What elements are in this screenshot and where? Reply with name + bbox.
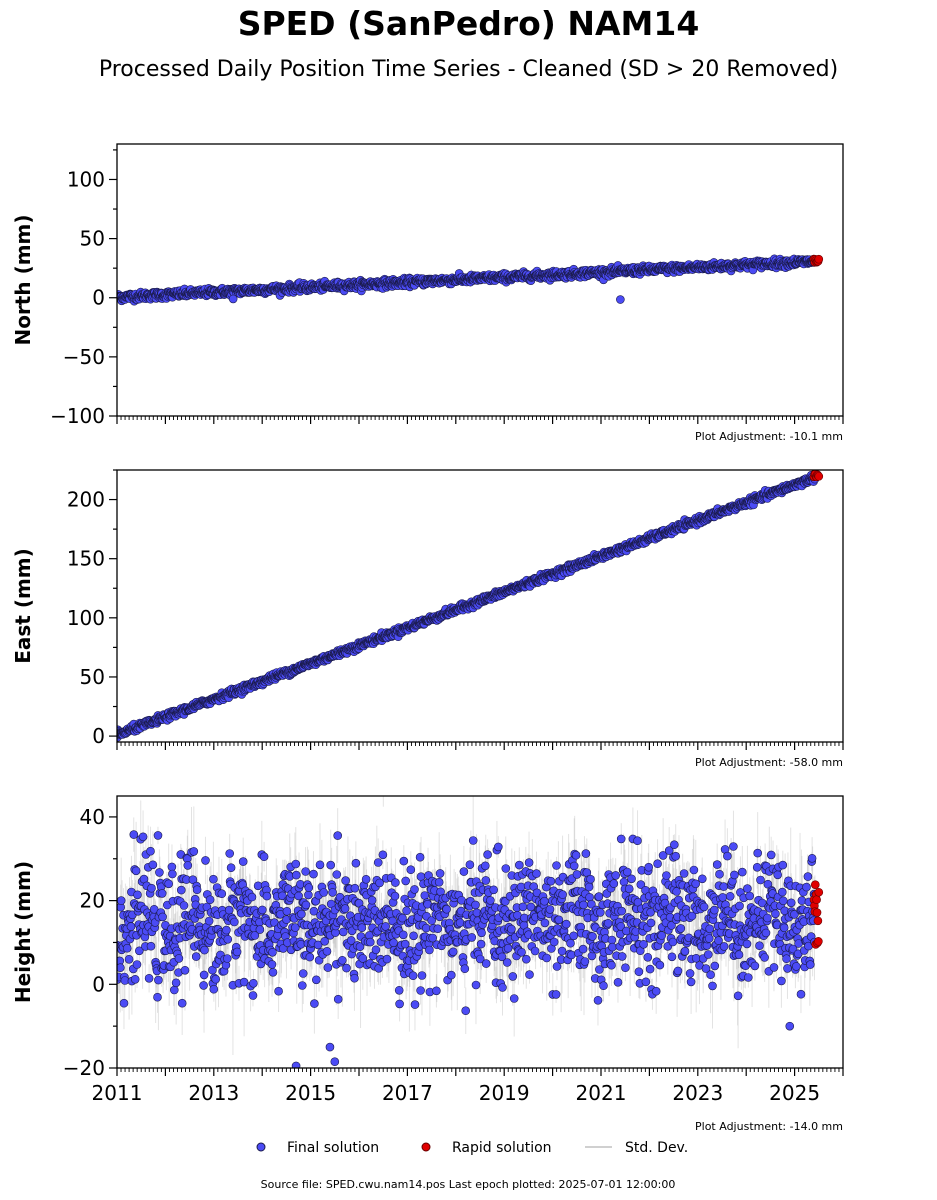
north-y-tick-label: 100 bbox=[67, 167, 105, 191]
north-panel: −100 −50 0 50 100 North (mm) Plot Adjustment: … bbox=[11, 143, 844, 443]
page-title: SPED (SanPedro) NAM14 bbox=[237, 4, 700, 43]
north-final-points bbox=[117, 254, 820, 306]
north-y-tick-label: −50 bbox=[63, 345, 105, 369]
north-outlier-point bbox=[616, 295, 625, 304]
north-rapid-point bbox=[814, 254, 824, 264]
north-y-tick-label: −100 bbox=[50, 404, 105, 428]
north-rapid-points bbox=[809, 254, 824, 267]
north-y-tick-label: 50 bbox=[80, 227, 105, 251]
page-subtitle: Processed Daily Position Time Series - C… bbox=[98, 57, 839, 82]
north-plot-area bbox=[117, 254, 824, 306]
north-y-axis-label: North (mm) bbox=[11, 214, 35, 345]
north-plot-adjustment: Plot Adjustment: -10.1 mm bbox=[695, 430, 843, 443]
north-outlier-point bbox=[228, 294, 238, 304]
north-y-tick-label: 0 bbox=[92, 286, 105, 310]
east-final-points bbox=[117, 470, 820, 742]
east-plot-area bbox=[117, 470, 824, 742]
